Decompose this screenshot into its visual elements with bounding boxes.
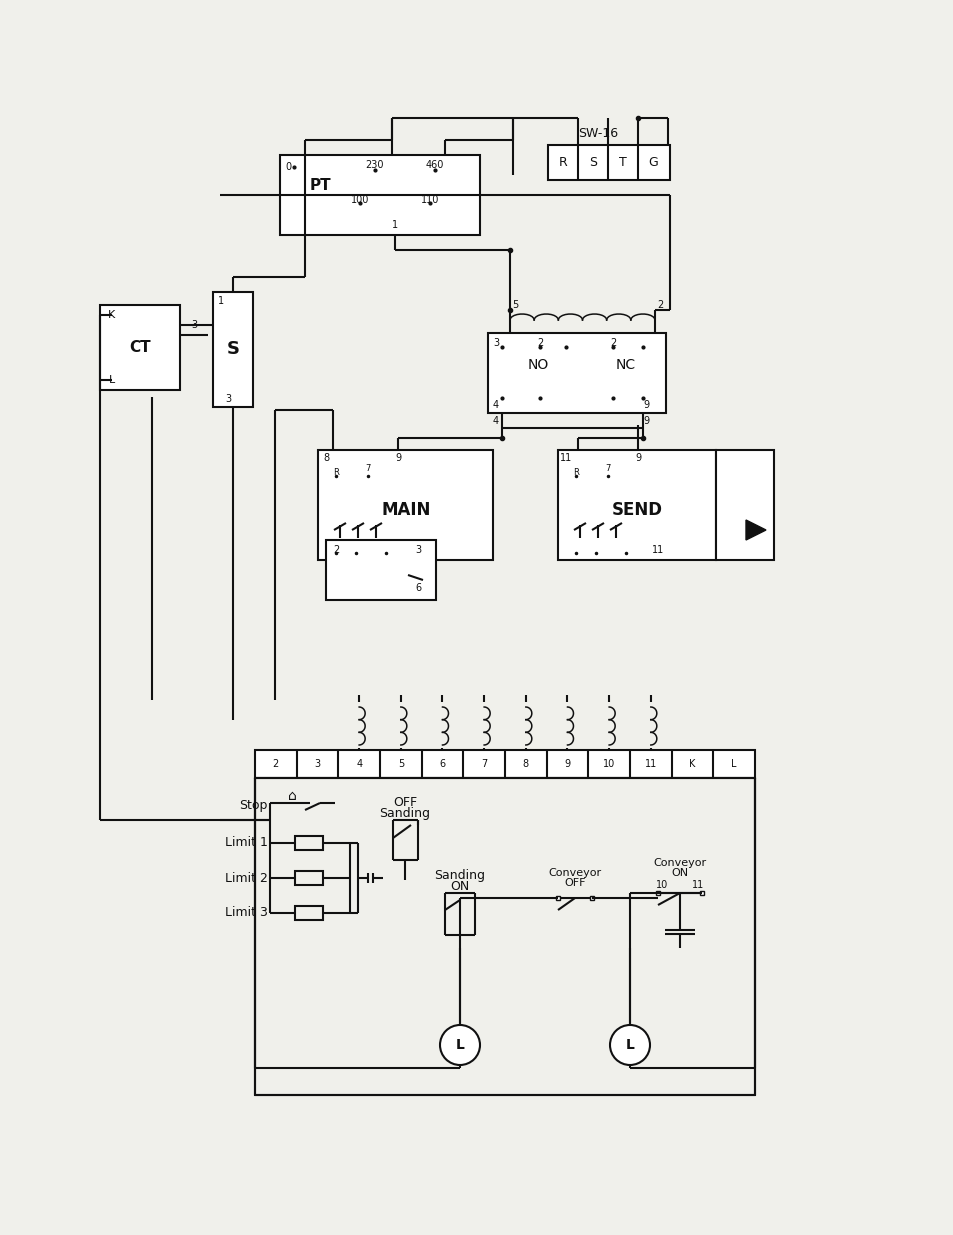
Bar [558,450,716,559]
Text: Conveyor: Conveyor [548,868,601,878]
Text: 10: 10 [602,760,615,769]
Text: NO: NO [527,358,548,372]
Bar [294,836,323,850]
Text: L: L [109,375,115,385]
Circle shape [439,1025,479,1065]
Text: 1: 1 [392,220,397,230]
Text: 9: 9 [642,400,648,410]
Text: 2: 2 [657,300,662,310]
Text: 7: 7 [365,463,371,473]
Text: 6: 6 [439,760,445,769]
Text: 4: 4 [493,400,498,410]
Bar [547,144,669,180]
Text: Limit 3: Limit 3 [225,906,268,920]
Text: 2: 2 [333,545,338,555]
Circle shape [609,1025,649,1065]
Text: Limit 1: Limit 1 [225,836,268,850]
Text: 230: 230 [365,161,384,170]
Text: T: T [618,156,626,168]
Bar [294,906,323,920]
Bar [294,871,323,885]
Text: 100: 100 [351,195,369,205]
Text: 0: 0 [285,162,291,172]
Text: 6: 6 [415,583,420,593]
Text: 3: 3 [415,545,420,555]
Text: 7: 7 [604,463,610,473]
Text: 9: 9 [564,760,570,769]
Text: 3: 3 [191,320,197,330]
Text: NC: NC [616,358,636,372]
Bar [213,291,253,408]
Text: 5: 5 [397,760,403,769]
Text: 8: 8 [522,760,528,769]
Text: 2: 2 [273,760,278,769]
Polygon shape [745,520,765,540]
Text: MAIN: MAIN [381,501,430,519]
Text: 3: 3 [225,394,231,404]
Text: 3: 3 [314,760,320,769]
Text: Conveyor: Conveyor [653,858,706,868]
Text: ON: ON [450,881,469,893]
Text: Sanding: Sanding [379,806,430,820]
Text: ON: ON [671,868,688,878]
Text: 9: 9 [642,416,648,426]
Text: 7: 7 [480,760,487,769]
Text: SW-16: SW-16 [578,126,618,140]
Text: ⌂: ⌂ [287,789,296,803]
Bar [254,778,754,1095]
Text: 2: 2 [609,338,616,348]
Text: R: R [333,468,338,477]
Text: 2: 2 [537,338,542,348]
Text: Sanding: Sanding [434,868,485,882]
Text: S: S [226,340,239,358]
Text: SEND: SEND [611,501,661,519]
Text: L: L [625,1037,634,1052]
Text: S: S [588,156,597,168]
Text: 11: 11 [559,453,572,463]
Text: K: K [109,310,115,320]
Bar [100,305,180,390]
Text: 11: 11 [644,760,657,769]
Text: 11: 11 [691,881,703,890]
Text: Limit 2: Limit 2 [225,872,268,884]
Text: 4: 4 [493,416,498,426]
Bar [326,540,436,600]
Text: L: L [731,760,736,769]
Text: PT: PT [309,178,331,193]
Bar [254,750,754,778]
Text: 11: 11 [651,545,663,555]
Text: 3: 3 [493,338,498,348]
Text: G: G [647,156,658,168]
Text: 5: 5 [512,300,517,310]
Text: Stop: Stop [239,799,268,811]
Text: OFF: OFF [563,878,585,888]
Text: 9: 9 [635,453,640,463]
Text: 110: 110 [420,195,438,205]
Text: 4: 4 [355,760,362,769]
Text: K: K [689,760,695,769]
Bar [317,450,493,559]
Text: CT: CT [129,340,151,354]
Text: 460: 460 [425,161,444,170]
Text: R: R [573,468,578,477]
Text: 9: 9 [395,453,400,463]
Bar [716,450,773,559]
Text: L: L [456,1037,464,1052]
Text: 1: 1 [217,296,224,306]
Text: R: R [558,156,567,168]
Bar [488,333,665,412]
Text: OFF: OFF [393,797,416,809]
Text: 10: 10 [655,881,667,890]
Text: 8: 8 [323,453,329,463]
Bar [280,156,479,235]
